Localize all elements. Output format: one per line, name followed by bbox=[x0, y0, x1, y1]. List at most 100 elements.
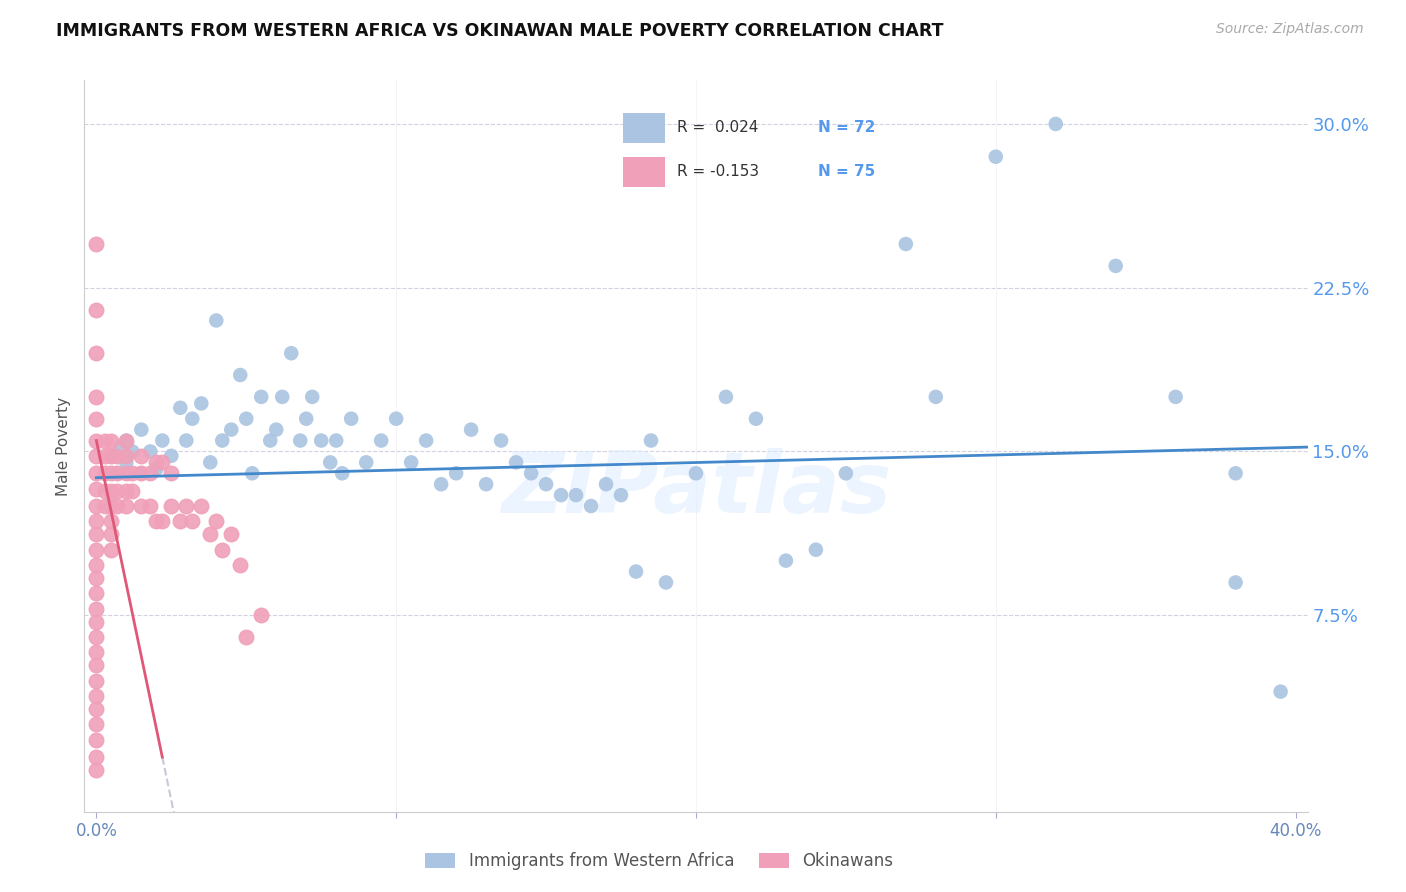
Point bbox=[714, 390, 737, 404]
Point bbox=[640, 434, 662, 448]
Point bbox=[804, 542, 827, 557]
Point bbox=[200, 455, 222, 469]
Point bbox=[235, 630, 257, 644]
Point bbox=[534, 477, 557, 491]
Point bbox=[100, 499, 122, 513]
Point bbox=[250, 608, 273, 623]
Text: N = 75: N = 75 bbox=[818, 164, 876, 179]
Point bbox=[86, 527, 108, 541]
Point bbox=[145, 514, 167, 528]
Point bbox=[430, 477, 453, 491]
Point bbox=[100, 483, 122, 498]
Point bbox=[1164, 390, 1187, 404]
Point bbox=[460, 423, 482, 437]
Text: R = -0.153: R = -0.153 bbox=[676, 164, 759, 179]
Point bbox=[385, 411, 408, 425]
Point bbox=[1225, 575, 1247, 590]
Point bbox=[190, 499, 212, 513]
Text: Source: ZipAtlas.com: Source: ZipAtlas.com bbox=[1216, 22, 1364, 37]
Point bbox=[160, 449, 183, 463]
Point bbox=[290, 434, 312, 448]
Point bbox=[264, 423, 287, 437]
Point bbox=[100, 527, 122, 541]
Point bbox=[86, 237, 108, 252]
Point bbox=[1105, 259, 1128, 273]
Point bbox=[150, 434, 173, 448]
Point bbox=[115, 449, 138, 463]
Point bbox=[211, 542, 233, 557]
Point bbox=[775, 554, 797, 568]
Point bbox=[86, 763, 108, 777]
Point bbox=[86, 658, 108, 673]
Point bbox=[100, 449, 122, 463]
Point bbox=[169, 514, 191, 528]
Point bbox=[444, 467, 467, 481]
Point bbox=[229, 558, 252, 572]
Point bbox=[86, 346, 108, 360]
Legend: Immigrants from Western Africa, Okinawans: Immigrants from Western Africa, Okinawan… bbox=[419, 846, 900, 877]
Point bbox=[131, 499, 153, 513]
Point bbox=[86, 645, 108, 659]
Point bbox=[150, 455, 173, 469]
Point bbox=[86, 411, 108, 425]
Point bbox=[86, 542, 108, 557]
Point bbox=[86, 601, 108, 615]
Point bbox=[150, 514, 173, 528]
Point bbox=[181, 514, 204, 528]
Point bbox=[94, 499, 117, 513]
Point bbox=[280, 346, 302, 360]
Point bbox=[86, 390, 108, 404]
Point bbox=[925, 390, 948, 404]
Point bbox=[86, 434, 108, 448]
Point bbox=[94, 483, 117, 498]
Text: IMMIGRANTS FROM WESTERN AFRICA VS OKINAWAN MALE POVERTY CORRELATION CHART: IMMIGRANTS FROM WESTERN AFRICA VS OKINAW… bbox=[56, 22, 943, 40]
Point bbox=[565, 488, 588, 502]
Point bbox=[655, 575, 678, 590]
Point bbox=[205, 313, 228, 327]
Point bbox=[100, 542, 122, 557]
Point bbox=[169, 401, 191, 415]
Point bbox=[105, 483, 128, 498]
Point bbox=[1225, 467, 1247, 481]
Point bbox=[235, 411, 257, 425]
Point bbox=[110, 440, 132, 454]
Point bbox=[240, 467, 263, 481]
Point bbox=[174, 499, 197, 513]
Point bbox=[200, 527, 222, 541]
Point bbox=[100, 434, 122, 448]
Point bbox=[190, 396, 212, 410]
Point bbox=[121, 483, 143, 498]
Point bbox=[205, 514, 228, 528]
Point bbox=[835, 467, 858, 481]
Point bbox=[229, 368, 252, 382]
Point bbox=[86, 558, 108, 572]
Point bbox=[105, 449, 128, 463]
Point bbox=[86, 514, 108, 528]
Point bbox=[301, 390, 323, 404]
Point bbox=[86, 732, 108, 747]
Point bbox=[115, 434, 138, 448]
Point bbox=[399, 455, 422, 469]
Point bbox=[86, 750, 108, 764]
Point bbox=[139, 499, 162, 513]
Point bbox=[160, 467, 183, 481]
Point bbox=[1270, 684, 1292, 698]
Point bbox=[271, 390, 294, 404]
Point bbox=[121, 444, 143, 458]
Point bbox=[100, 514, 122, 528]
Point bbox=[94, 449, 117, 463]
Point bbox=[115, 467, 138, 481]
Point bbox=[181, 411, 204, 425]
Point bbox=[100, 449, 122, 463]
Point bbox=[86, 717, 108, 731]
Point bbox=[295, 411, 318, 425]
Point bbox=[330, 467, 353, 481]
Point bbox=[131, 467, 153, 481]
Point bbox=[86, 702, 108, 716]
Point bbox=[131, 423, 153, 437]
Point bbox=[105, 499, 128, 513]
Point bbox=[340, 411, 363, 425]
Point bbox=[211, 434, 233, 448]
Text: R =  0.024: R = 0.024 bbox=[676, 120, 758, 136]
Point bbox=[131, 467, 153, 481]
